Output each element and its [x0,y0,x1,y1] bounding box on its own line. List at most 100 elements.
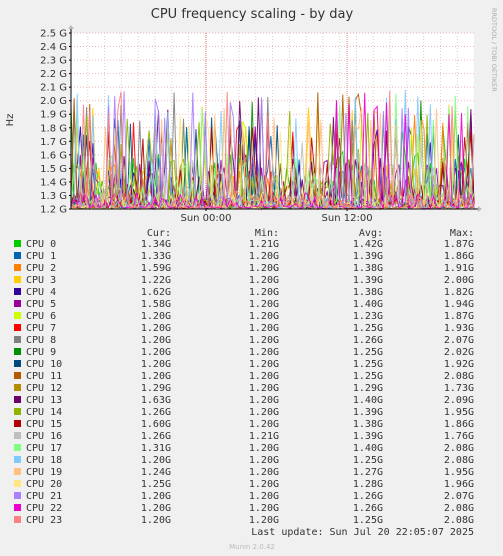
legend-value: 1.31G [141,443,171,454]
legend-value: 1.60G [141,419,171,430]
legend-swatch [14,456,21,463]
legend-value: 2.09G [444,395,474,406]
legend-series-name: CPU 6 [26,311,56,322]
legend-value: 1.28G [353,479,383,490]
legend-swatch [14,492,21,499]
legend-series-name: CPU 17 [26,443,62,454]
legend-value: 1.25G [353,347,383,358]
legend-value: 1.22G [141,275,171,286]
legend-swatch [14,444,21,451]
legend-value: 2.08G [444,515,474,526]
legend-swatch [14,264,21,271]
legend-value: 1.95G [444,467,474,478]
legend-value: 1.25G [353,371,383,382]
legend-value: 1.26G [353,503,383,514]
legend-value: 1.86G [444,251,474,262]
series-line-cpu-23 [70,90,475,211]
legend-swatch [14,516,21,523]
legend-value: 1.96G [444,479,474,490]
legend-value: 1.76G [444,431,474,442]
legend-value: 2.08G [444,443,474,454]
legend-value: 2.00G [444,275,474,286]
legend-value: 2.08G [444,371,474,382]
legend-swatch [14,468,21,475]
legend-value: 2.07G [444,335,474,346]
legend-series-name: CPU 7 [26,323,56,334]
axes [68,25,482,212]
legend-swatch [14,360,21,367]
munin-version: Munin 2.0.42 [229,543,275,551]
y-tick-label: 2.5 G [40,29,67,40]
legend-swatch [14,300,21,307]
legend-value: 1.29G [141,383,171,394]
legend-value: 1.25G [353,359,383,370]
legend-header: Max: [450,228,474,239]
legend-value: 1.62G [141,287,171,298]
legend-value: 1.20G [249,479,279,490]
legend-value: 1.39G [353,431,383,442]
legend-swatch [14,336,21,343]
x-tick-labels: Sun 00:00 Sun 12:00 [180,209,373,224]
y-axis-arrow-icon [68,25,74,29]
legend-series-name: CPU 8 [26,335,56,346]
legend-value: 1.26G [141,431,171,442]
legend-series-name: CPU 12 [26,383,62,394]
legend-series-name: CPU 16 [26,431,62,442]
legend-value: 1.20G [249,359,279,370]
legend-value: 1.58G [141,299,171,310]
y-tick-label: 2.2 G [40,69,67,80]
legend-value: 1.26G [353,491,383,502]
legend-swatch [14,240,21,247]
legend-swatch [14,408,21,415]
legend-value: 1.20G [249,323,279,334]
legend-value: 1.59G [141,263,171,274]
legend-series-name: CPU 10 [26,359,62,370]
legend-header: Cur: [147,228,171,239]
legend-value: 1.20G [141,311,171,322]
legend-series-name: CPU 19 [26,467,62,478]
legend-value: 1.38G [353,419,383,430]
legend-value: 1.29G [353,383,383,394]
legend-value: 1.20G [141,335,171,346]
y-tick-label: 1.2 G [40,205,67,216]
series-line-cpu-19 [70,107,475,210]
legend-value: 1.82G [444,287,474,298]
legend-value: 1.26G [353,335,383,346]
rrdtool-side-label: RRDTOOL / TOBI OETIKER [490,8,498,92]
y-tick-labels: 1.2 G 1.3 G 1.4 G 1.5 G 1.6 G 1.7 G 1.8 G 1.9 G… [40,29,71,216]
legend-value: 1.39G [353,251,383,262]
legend-value: 1.39G [353,275,383,286]
legend-value: 1.25G [353,455,383,466]
legend-value: 1.95G [444,407,474,418]
legend-swatch [14,324,21,331]
legend-value: 1.20G [249,383,279,394]
y-tick-label: 2.1 G [40,83,67,94]
legend-swatch [14,276,21,283]
legend-value: 1.20G [141,491,171,502]
x-tick-label: Sun 00:00 [180,213,231,224]
legend-series-name: CPU 20 [26,479,62,490]
legend-value: 1.20G [249,251,279,262]
legend-value: 1.23G [353,311,383,322]
legend-value: 1.20G [141,359,171,370]
legend-value: 1.20G [249,455,279,466]
legend-swatch [14,432,21,439]
legend-table: Cur: Min: Avg: Max: CPU 0 1.34G 1.21G 1.42G 1.87… [14,228,474,526]
legend-value: 2.08G [444,503,474,514]
legend-swatch [14,420,21,427]
legend-series-name: CPU 2 [26,263,56,274]
legend-value: 1.20G [141,371,171,382]
legend-value: 1.94G [444,299,474,310]
legend-value: 1.25G [353,323,383,334]
chart-title: CPU frequency scaling - by day [151,7,354,22]
y-tick-label: 2.0 G [40,96,67,107]
legend-value: 1.92G [444,359,474,370]
legend-value: 1.40G [353,443,383,454]
legend-value: 1.40G [353,299,383,310]
legend-value: 2.07G [444,491,474,502]
legend-value: 1.42G [353,239,383,250]
legend-value: 1.20G [249,299,279,310]
legend-swatch [14,396,21,403]
legend-value: 1.39G [353,407,383,418]
